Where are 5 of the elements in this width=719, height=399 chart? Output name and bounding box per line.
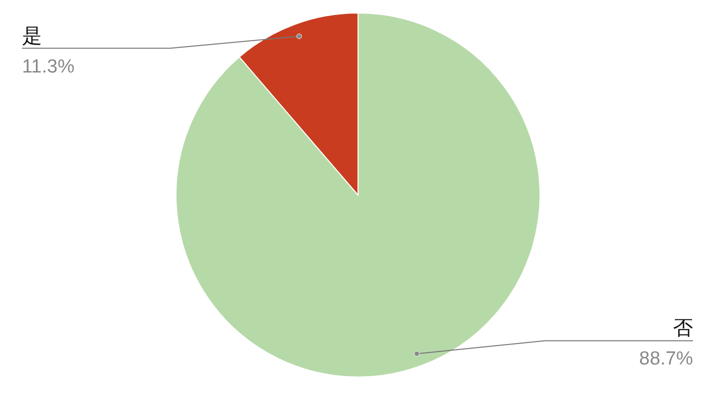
pie-slice [176, 12, 540, 378]
data-label: 11.3% [22, 56, 75, 78]
slice-label: 是 [22, 23, 42, 48]
data-label: 88.7% [639, 348, 694, 370]
slice-label: 否 [673, 316, 693, 340]
